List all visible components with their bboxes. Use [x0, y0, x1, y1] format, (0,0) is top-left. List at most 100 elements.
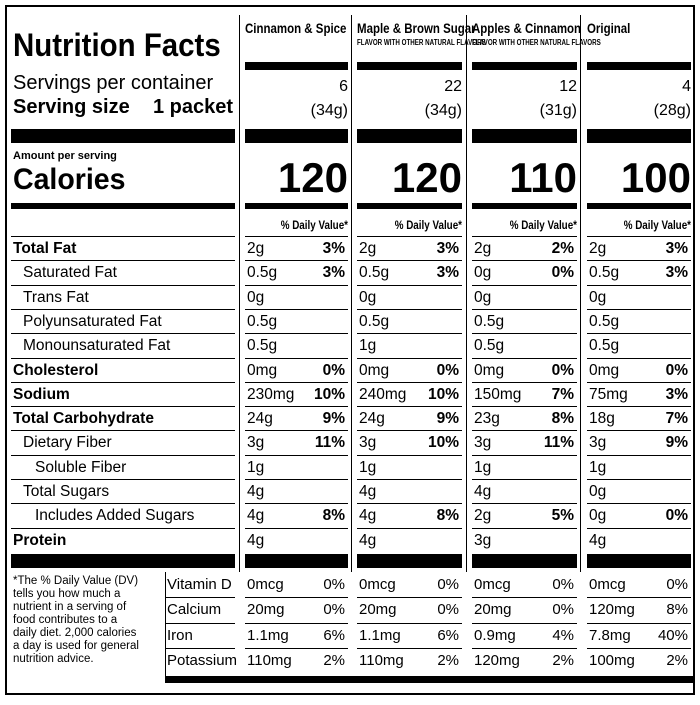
row-divider — [357, 454, 462, 456]
nutrient-daily-value: 3% — [436, 264, 459, 282]
serving-bar — [587, 129, 691, 143]
servings-value: 22 — [444, 78, 462, 95]
nutrient-amount: 2g — [474, 507, 492, 525]
calories-label: Calories — [13, 163, 126, 196]
calories-value: 120 — [391, 154, 462, 201]
nutrient-daily-value: 0% — [322, 361, 345, 379]
nutrient-amount: 4g — [589, 531, 607, 549]
row-divider — [587, 430, 691, 432]
row-divider — [11, 260, 235, 262]
nutrient-amount: 4g — [474, 483, 492, 500]
serving-size-grams: (34g) — [310, 102, 348, 119]
vitamin-amount: 1.1mg — [359, 626, 401, 644]
header-bar — [587, 62, 691, 70]
row-divider — [245, 527, 348, 529]
nutrient-amount: 0.5g — [589, 312, 620, 330]
row-divider — [587, 406, 691, 408]
row-divider — [245, 381, 348, 383]
protein-bar — [587, 553, 691, 568]
header-bar — [357, 62, 462, 70]
servings-value: 4 — [682, 78, 691, 95]
nutrient-amount: 0g — [589, 507, 607, 525]
nutrient-amount: 0g — [589, 483, 607, 500]
nutrient-daily-value: 9% — [322, 410, 345, 428]
vitamin-block-divider — [165, 571, 166, 676]
nutrient-amount: 0mg — [589, 361, 620, 379]
vitamin-label: Iron — [167, 626, 193, 644]
row-divider — [357, 333, 462, 335]
vitamin-daily-value: 2% — [323, 652, 345, 670]
vitamin-amount: 0mcg — [247, 575, 284, 593]
row-divider — [587, 503, 691, 505]
vitamin-daily-value: 2% — [552, 652, 574, 670]
nutrient-amount: 2g — [359, 240, 377, 257]
calories-value: 100 — [620, 154, 691, 201]
nutrient-amount: 1g — [474, 458, 492, 476]
vitamin-divider — [245, 648, 348, 650]
vitamin-divider — [357, 648, 462, 650]
nutrient-amount: 0g — [247, 288, 265, 306]
nutrient-amount: 0g — [589, 288, 607, 306]
nutrient-amount: 2g — [247, 240, 265, 257]
row-divider — [587, 308, 691, 310]
left-calories-bar — [11, 203, 235, 209]
row-divider — [11, 454, 235, 456]
nutrient-amount: 0mg — [474, 361, 505, 379]
nutrient-daily-value: 5% — [551, 507, 574, 525]
vitamin-divider — [357, 597, 462, 599]
nutrient-label: Cholesterol — [13, 361, 99, 379]
nutrient-daily-value: 3% — [665, 240, 688, 257]
vitamin-amount: 120mg — [474, 652, 520, 670]
column-divider — [351, 15, 352, 572]
row-divider — [472, 236, 577, 237]
footnote-line: *The % Daily Value (DV) — [13, 574, 139, 587]
row-divider — [245, 430, 348, 432]
nutrient-label: Trans Fat — [23, 288, 89, 306]
row-divider — [11, 430, 235, 432]
vitamin-divider — [472, 648, 577, 650]
nutrient-amount: 1g — [247, 458, 265, 476]
nutrient-amount: 0.5g — [247, 264, 278, 282]
nutrient-daily-value: 11% — [314, 434, 345, 452]
nutrient-amount: 0g — [474, 264, 492, 282]
footnote-line: tells you how much a — [13, 587, 121, 600]
vitamin-amount: 20mg — [247, 601, 285, 619]
vitamin-daily-value: 0% — [666, 575, 688, 593]
nutrient-daily-value: 8% — [322, 507, 345, 525]
left-protein-bar — [11, 553, 235, 568]
row-divider — [587, 333, 691, 335]
nutrient-label: Monounsaturated Fat — [23, 337, 171, 355]
column-header-name: Maple & Brown Sugar — [357, 20, 476, 36]
header-bar — [245, 62, 348, 70]
row-divider — [357, 527, 462, 529]
daily-value-header: % Daily Value* — [394, 218, 462, 232]
vitamin-amount: 110mg — [359, 652, 404, 670]
column-divider — [466, 15, 467, 572]
vitamin-divider — [472, 597, 577, 599]
nutrient-daily-value: 7% — [665, 410, 688, 428]
nutrient-daily-value: 3% — [436, 240, 459, 257]
nutrient-label: Polyunsaturated Fat — [23, 312, 162, 330]
calories-value: 120 — [277, 154, 348, 201]
row-divider — [357, 308, 462, 310]
row-divider — [245, 479, 348, 480]
serving-bar — [357, 129, 462, 143]
nutrient-amount: 4g — [247, 483, 265, 500]
vitamin-divider — [587, 597, 691, 599]
nutrient-daily-value: 3% — [665, 264, 688, 282]
nutrient-amount: 3g — [589, 434, 607, 452]
servings-value: 6 — [339, 78, 348, 95]
calories-bar — [472, 203, 577, 209]
nutrient-label: Dietary Fiber — [23, 434, 112, 452]
nutrient-amount: 0.5g — [359, 312, 390, 330]
nutrient-label: Total Fat — [13, 240, 77, 257]
nutrient-amount: 4g — [247, 507, 265, 525]
footnote-line: a day is used for general — [13, 639, 139, 652]
nutrient-amount: 0.5g — [247, 337, 278, 355]
vitamin-daily-value: 0% — [437, 601, 459, 619]
vitamin-amount: 120mg — [589, 601, 635, 619]
nutrient-amount: 230mg — [247, 385, 295, 403]
nutrient-amount: 4g — [359, 531, 377, 549]
vitamin-amount: 0mcg — [359, 575, 396, 593]
nutrient-amount: 1g — [359, 458, 377, 476]
